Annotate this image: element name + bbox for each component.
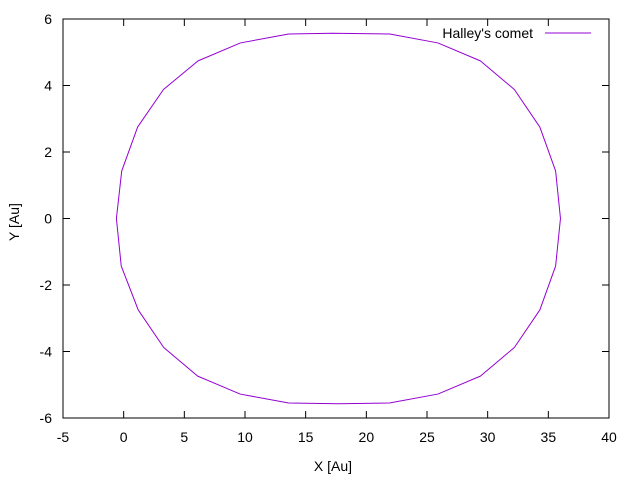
x-tick-label: 30	[480, 429, 496, 445]
x-axis: -5 0 5 10 15 20 25 30 35 40	[57, 19, 617, 445]
x-tick-label: 0	[120, 429, 128, 445]
y-axis: -6 -4 -2 0 2 4 6	[40, 11, 609, 426]
x-tick-label: -5	[57, 429, 70, 445]
y-tick-label: 0	[44, 211, 52, 227]
x-tick-label: 25	[419, 429, 435, 445]
x-tick-label: 20	[359, 429, 375, 445]
x-tick-label: 5	[180, 429, 188, 445]
y-tick-label: 6	[44, 11, 52, 27]
y-tick-label: -2	[40, 277, 53, 293]
plot-frame	[62, 18, 610, 419]
x-tick-label: 15	[298, 429, 314, 445]
x-tick-label: 10	[237, 429, 253, 445]
x-tick-label: 40	[601, 429, 617, 445]
y-axis-label: Y [Au]	[6, 203, 22, 241]
y-tick-label: 4	[44, 78, 52, 94]
y-tick-label: -6	[40, 410, 53, 426]
legend-label: Halley's comet	[442, 25, 533, 41]
x-axis-label: X [Au]	[314, 458, 352, 474]
series-line-halleys-comet	[115, 32, 561, 405]
y-tick-label: 2	[44, 144, 52, 160]
x-tick-label: 35	[541, 429, 557, 445]
legend: Halley's comet	[442, 25, 591, 41]
y-tick-label: -4	[40, 344, 53, 360]
